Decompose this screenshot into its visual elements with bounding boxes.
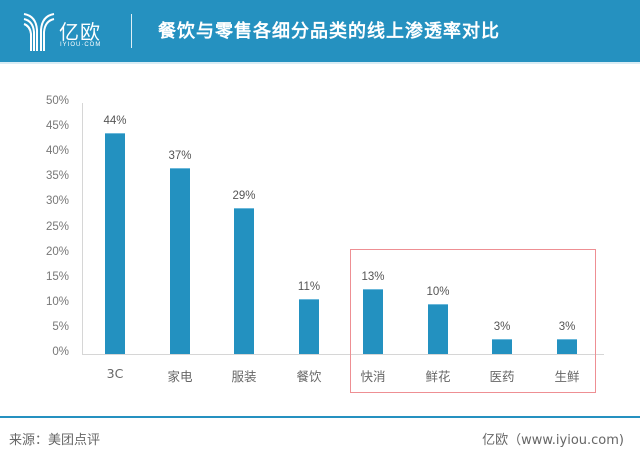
x-category-label: 鲜花 bbox=[425, 369, 451, 384]
y-tick-label: 20% bbox=[45, 245, 69, 258]
y-tick-label: 15% bbox=[45, 270, 69, 283]
x-category-label: 生鲜 bbox=[554, 369, 580, 384]
y-tick-label: 0% bbox=[52, 346, 69, 358]
x-category-label: 家电 bbox=[167, 369, 193, 384]
bar-value-label: 29% bbox=[232, 190, 256, 203]
bar-家电 bbox=[170, 168, 190, 354]
x-category-label: 餐饮 bbox=[296, 369, 322, 384]
bar-value-label: 37% bbox=[168, 150, 192, 163]
x-category-label: 服装 bbox=[231, 369, 257, 384]
logo-text-en: IYIOU·COM bbox=[60, 42, 102, 48]
y-tick-label: 10% bbox=[45, 295, 69, 308]
y-tick-label: 30% bbox=[45, 195, 69, 208]
bar-value-label: 10% bbox=[426, 285, 450, 298]
header-underline bbox=[0, 62, 640, 64]
x-category-label: 快消 bbox=[360, 369, 386, 384]
credit-note: 亿欧（www.iyiou.com) bbox=[482, 433, 624, 448]
iyiou-logo-mark-icon bbox=[23, 13, 55, 51]
footer-divider bbox=[0, 416, 640, 418]
header-divider bbox=[131, 14, 132, 48]
bar-快消 bbox=[363, 288, 383, 354]
bar-生鲜 bbox=[557, 338, 577, 354]
bar-服装 bbox=[234, 208, 254, 354]
bar-3C bbox=[105, 133, 125, 354]
y-tick-label: 50% bbox=[45, 95, 69, 107]
x-category-label: 3C bbox=[106, 366, 124, 381]
bar-value-label: 44% bbox=[103, 115, 127, 128]
bar-医药 bbox=[492, 338, 512, 354]
y-tick-label: 40% bbox=[45, 145, 69, 158]
y-axis bbox=[82, 103, 83, 355]
y-tick-label: 25% bbox=[45, 220, 69, 233]
bar-value-label: 13% bbox=[361, 270, 385, 283]
iyiou-logo: 亿欧 IYIOU·COM bbox=[22, 10, 132, 52]
x-axis bbox=[82, 354, 604, 355]
logo-text-cn: 亿欧 bbox=[59, 20, 101, 44]
bar-value-label: 11% bbox=[297, 280, 321, 293]
bar-value-label: 3% bbox=[558, 320, 576, 333]
page-title: 餐饮与零售各细分品类的线上渗透率对比 bbox=[158, 21, 500, 42]
y-tick-label: 35% bbox=[45, 170, 69, 183]
bar-鲜花 bbox=[428, 303, 448, 354]
source-note: 来源：美团点评 bbox=[9, 433, 101, 448]
y-tick-label: 5% bbox=[52, 320, 69, 333]
x-category-label: 医药 bbox=[489, 369, 515, 384]
highlight-box-online-low bbox=[350, 249, 596, 393]
header-banner: 亿欧 IYIOU·COM 餐饮与零售各细分品类的线上渗透率对比 bbox=[0, 0, 640, 62]
bar-value-label: 3% bbox=[493, 320, 511, 333]
y-tick-label: 45% bbox=[45, 120, 69, 133]
bar-餐饮 bbox=[299, 298, 319, 354]
